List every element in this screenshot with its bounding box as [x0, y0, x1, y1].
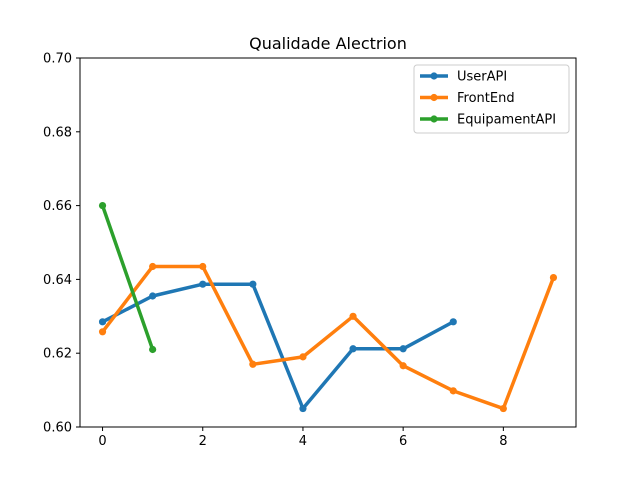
data-point-userapi — [149, 292, 157, 300]
data-point-equipamentapi — [98, 202, 107, 210]
legend-label-userapi: UserAPI — [457, 70, 507, 85]
data-point-userapi — [399, 345, 407, 353]
legend-box — [413, 64, 570, 134]
y-tick-label: 0.68 — [43, 125, 72, 140]
legend-marker-userapi — [430, 72, 438, 80]
data-point-frontend — [149, 262, 157, 271]
data-point-frontend — [549, 273, 558, 282]
plot-frame — [79, 57, 577, 428]
y-tick-label: 0.64 — [43, 273, 72, 288]
series-line-userapi — [100, 282, 456, 411]
chart-title: Qualidade Alectrion — [249, 34, 407, 53]
y-tick-label: 0.62 — [43, 347, 72, 362]
data-point-equipamentapi — [149, 345, 157, 354]
data-point-frontend — [249, 360, 257, 368]
y-tick-label: 0.66 — [43, 199, 72, 214]
data-point-userapi — [299, 404, 307, 413]
x-tick-label: 6 — [399, 434, 407, 449]
data-point-frontend — [449, 387, 457, 395]
data-point-userapi — [249, 280, 257, 288]
data-point-frontend — [499, 404, 507, 413]
data-point-userapi — [349, 345, 357, 353]
x-tick-label: 8 — [499, 434, 507, 449]
data-point-frontend — [199, 262, 207, 271]
legend-marker-frontend — [430, 93, 438, 102]
data-point-frontend — [98, 328, 107, 336]
data-point-frontend — [399, 362, 407, 370]
y-tick-label: 0.70 — [43, 52, 72, 67]
data-point-userapi — [98, 318, 107, 326]
x-tick-label: 2 — [199, 434, 207, 449]
axes: 0 2 4 6 8 0.60 0.62 0.64 0.66 0.68 0.70 — [43, 52, 507, 450]
data-point-userapi — [199, 280, 207, 288]
series-line-frontend — [100, 264, 556, 411]
x-tick-label: 4 — [299, 434, 307, 449]
legend-marker-equipamentapi — [430, 115, 438, 123]
data-point-frontend — [299, 353, 307, 361]
x-tick-label: 0 — [98, 434, 106, 449]
data-point-userapi — [449, 318, 457, 326]
y-tick-label: 0.60 — [43, 421, 72, 436]
legend: UserAPI FrontEnd EquipamentAPI — [413, 64, 570, 134]
data-point-frontend — [349, 312, 357, 320]
legend-label-frontend: FrontEnd — [457, 91, 515, 106]
legend-label-equipamentapi: EquipamentAPI — [457, 113, 556, 128]
series-layer — [98, 202, 558, 413]
series-line-equipamentapi — [100, 203, 155, 352]
